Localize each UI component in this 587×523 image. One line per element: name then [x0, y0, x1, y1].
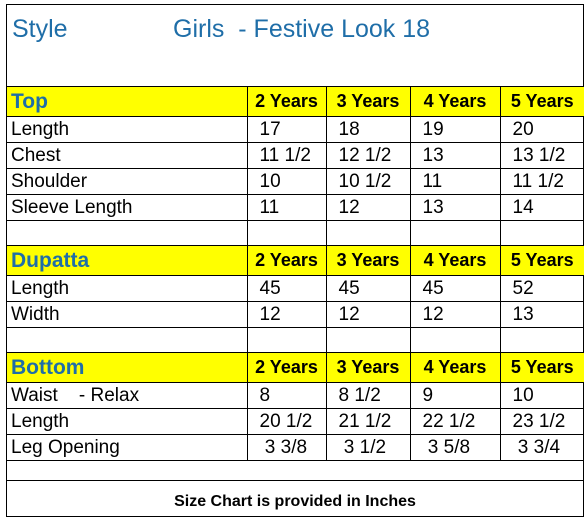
row-label: Shoulder: [7, 168, 248, 195]
cell-value: 8: [246, 382, 327, 409]
cell-value: 3 3/4: [499, 434, 584, 461]
empty-cell: [325, 220, 411, 246]
cell-value: 45: [325, 275, 411, 302]
table-row: Waist - Relax 8 8 1/2 9 10: [7, 382, 584, 409]
cell-value: 13: [409, 142, 501, 169]
table-row: Length 45 45 45 52: [7, 275, 584, 302]
cell-value: 3 3/8: [246, 434, 327, 461]
cell-value: 11 1/2: [246, 142, 327, 169]
section-title: Top: [7, 87, 248, 117]
table-row: Length 17 18 19 20: [7, 116, 584, 143]
table-row: Leg Opening 3 3/8 3 1/2 3 5/8 3 3/4: [7, 434, 584, 461]
table-row: Length 20 1/2 21 1/2 22 1/2 23 1/2: [7, 408, 584, 435]
cell-value: 12: [325, 194, 411, 221]
cell-value: 3 1/2: [325, 434, 411, 461]
empty-cell: [409, 220, 501, 246]
empty-cell: [325, 327, 411, 353]
cell-value: 10: [246, 168, 327, 195]
footer-note: Size Chart is provided in Inches: [7, 480, 583, 516]
cell-value: 13 1/2: [499, 142, 584, 169]
empty-cell: [246, 327, 327, 353]
empty-cell: [7, 220, 248, 246]
cell-value: 10: [499, 382, 584, 409]
size-chart-sheet: Style Girls - Festive Look 18 Top 2 Year…: [6, 4, 584, 517]
cell-value: 8 1/2: [325, 382, 411, 409]
size-header: 4 Years: [409, 352, 501, 383]
section-header-bottom: Bottom 2 Years 3 Years 4 Years 5 Years: [7, 352, 584, 383]
cell-value: 19: [409, 116, 501, 143]
cell-value: 12: [409, 301, 501, 328]
page-title: Girls - Festive Look 18: [173, 15, 431, 43]
cell-value: 10 1/2: [325, 168, 411, 195]
size-header: 2 Years: [246, 245, 327, 276]
cell-value: 18: [325, 116, 411, 143]
cell-value: 9: [409, 382, 501, 409]
section-title: Bottom: [7, 352, 248, 383]
table-row: Width 12 12 12 13: [7, 301, 584, 328]
empty-cell: [499, 220, 584, 246]
cell-value: 13: [409, 194, 501, 221]
empty-cell: [409, 327, 501, 353]
row-label: Length: [7, 116, 248, 143]
size-header: 2 Years: [246, 352, 327, 383]
row-label: Chest: [7, 142, 248, 169]
row-label: Width: [7, 301, 248, 328]
cell-value: 11 1/2: [499, 168, 584, 195]
section-header-top: Top 2 Years 3 Years 4 Years 5 Years: [7, 87, 584, 117]
cell-value: 13: [499, 301, 584, 328]
row-label: Length: [7, 275, 248, 302]
size-header: 4 Years: [409, 245, 501, 276]
cell-value: 11: [409, 168, 501, 195]
cell-value: 12 1/2: [325, 142, 411, 169]
row-label: Length: [7, 408, 248, 435]
size-header: 5 Years: [499, 87, 584, 117]
cell-value: 12: [246, 301, 327, 328]
table-row: Chest 11 1/2 12 1/2 13 13 1/2: [7, 142, 584, 169]
empty-cell: [7, 327, 248, 353]
table-row: Shoulder 10 10 1/2 11 11 1/2: [7, 168, 584, 195]
row-label: Waist - Relax: [7, 382, 248, 409]
size-header: 5 Years: [499, 245, 584, 276]
cell-value: 22 1/2: [409, 408, 501, 435]
size-table: Top 2 Years 3 Years 4 Years 5 Years Leng…: [7, 87, 584, 461]
style-label: Style: [12, 15, 68, 43]
cell-value: 20 1/2: [246, 408, 327, 435]
size-header: 3 Years: [325, 352, 411, 383]
cell-value: 12: [325, 301, 411, 328]
empty-cell: [246, 220, 327, 246]
spacer-row: [7, 220, 584, 246]
cell-value: 45: [246, 275, 327, 302]
cell-value: 21 1/2: [325, 408, 411, 435]
row-label: Sleeve Length: [7, 194, 248, 221]
section-header-dupatta: Dupatta 2 Years 3 Years 4 Years 5 Years: [7, 245, 584, 276]
size-header: 5 Years: [499, 352, 584, 383]
size-header: 4 Years: [409, 87, 501, 117]
empty-cell: [499, 327, 584, 353]
cell-value: 52: [499, 275, 584, 302]
cell-value: 45: [409, 275, 501, 302]
cell-value: 14: [499, 194, 584, 221]
size-header: 2 Years: [246, 87, 327, 117]
cell-value: 11: [246, 194, 327, 221]
table-row: Sleeve Length 11 12 13 14: [7, 194, 584, 221]
cell-value: 3 5/8: [409, 434, 501, 461]
spacer-row: [7, 327, 584, 353]
row-label: Leg Opening: [7, 434, 248, 461]
cell-value: 20: [499, 116, 584, 143]
header: Style Girls - Festive Look 18: [7, 5, 583, 87]
size-header: 3 Years: [325, 245, 411, 276]
cell-value: 17: [246, 116, 327, 143]
cell-value: 23 1/2: [499, 408, 584, 435]
section-title: Dupatta: [7, 245, 248, 276]
size-header: 3 Years: [325, 87, 411, 117]
